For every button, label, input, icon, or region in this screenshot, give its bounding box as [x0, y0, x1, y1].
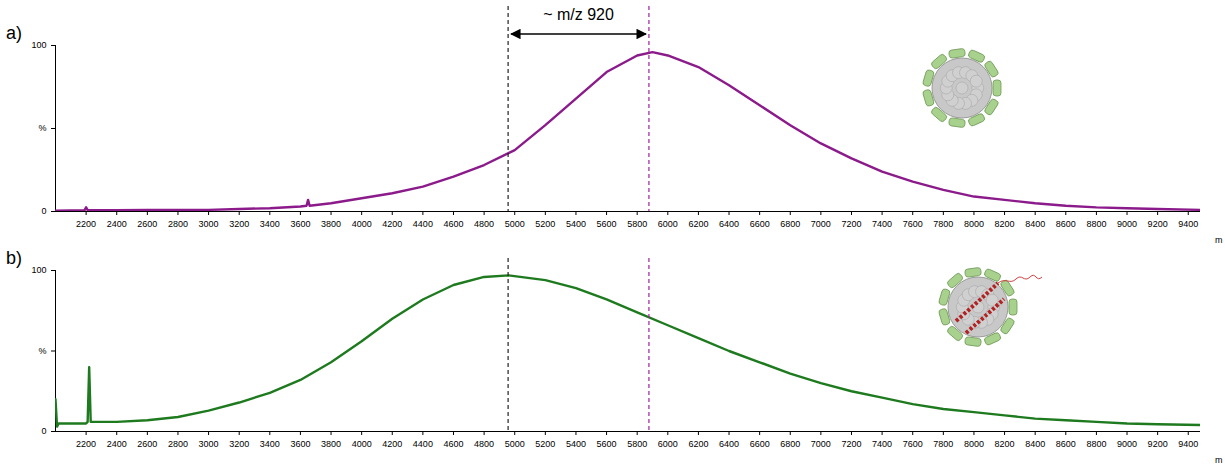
- svg-text:a): a): [6, 23, 22, 43]
- svg-text:m: m: [1215, 455, 1223, 465]
- svg-text:6800: 6800: [780, 219, 800, 229]
- svg-text:4800: 4800: [474, 439, 494, 449]
- svg-text:6600: 6600: [750, 219, 770, 229]
- svg-text:%: %: [38, 123, 46, 133]
- svg-text:7600: 7600: [903, 439, 923, 449]
- svg-text:2800: 2800: [168, 439, 188, 449]
- svg-text:5000: 5000: [505, 219, 525, 229]
- svg-text:4800: 4800: [474, 219, 494, 229]
- svg-text:5200: 5200: [535, 219, 555, 229]
- svg-text:7800: 7800: [933, 439, 953, 449]
- svg-text:4400: 4400: [413, 219, 433, 229]
- svg-text:8800: 8800: [1086, 439, 1106, 449]
- svg-text:3000: 3000: [199, 439, 219, 449]
- svg-text:7000: 7000: [811, 219, 831, 229]
- svg-text:100: 100: [31, 40, 46, 50]
- svg-text:3800: 3800: [321, 219, 341, 229]
- svg-text:9000: 9000: [1117, 219, 1137, 229]
- svg-text:3400: 3400: [260, 439, 280, 449]
- svg-text:8400: 8400: [1025, 219, 1045, 229]
- svg-text:3600: 3600: [290, 439, 310, 449]
- svg-text:2800: 2800: [168, 219, 188, 229]
- svg-text:2400: 2400: [107, 439, 127, 449]
- svg-text:4200: 4200: [382, 439, 402, 449]
- svg-text:2400: 2400: [107, 219, 127, 229]
- svg-text:~ m/z 920: ~ m/z 920: [543, 6, 614, 23]
- svg-text:7000: 7000: [811, 439, 831, 449]
- svg-text:6800: 6800: [780, 439, 800, 449]
- svg-text:9200: 9200: [1148, 439, 1168, 449]
- svg-text:6600: 6600: [750, 439, 770, 449]
- svg-text:7800: 7800: [933, 219, 953, 229]
- svg-text:7400: 7400: [872, 219, 892, 229]
- svg-text:8000: 8000: [964, 219, 984, 229]
- svg-text:4200: 4200: [382, 219, 402, 229]
- svg-text:2600: 2600: [137, 439, 157, 449]
- svg-text:5800: 5800: [627, 219, 647, 229]
- svg-text:6400: 6400: [719, 219, 739, 229]
- svg-text:0: 0: [41, 426, 46, 436]
- svg-text:6000: 6000: [658, 439, 678, 449]
- svg-text:8200: 8200: [995, 219, 1015, 229]
- svg-text:2200: 2200: [76, 439, 96, 449]
- svg-text:4600: 4600: [443, 439, 463, 449]
- svg-text:3400: 3400: [260, 219, 280, 229]
- svg-text:3200: 3200: [229, 219, 249, 229]
- svg-text:7400: 7400: [872, 439, 892, 449]
- svg-text:6200: 6200: [688, 439, 708, 449]
- svg-text:7200: 7200: [841, 439, 861, 449]
- svg-text:8200: 8200: [995, 439, 1015, 449]
- svg-text:8400: 8400: [1025, 439, 1045, 449]
- svg-text:8800: 8800: [1086, 219, 1106, 229]
- svg-text:6200: 6200: [688, 219, 708, 229]
- svg-text:9200: 9200: [1148, 219, 1168, 229]
- svg-text:5800: 5800: [627, 439, 647, 449]
- svg-text:3800: 3800: [321, 439, 341, 449]
- svg-text:8600: 8600: [1056, 439, 1076, 449]
- svg-text:3600: 3600: [290, 219, 310, 229]
- svg-text:2200: 2200: [76, 219, 96, 229]
- svg-text:7200: 7200: [841, 219, 861, 229]
- svg-text:6400: 6400: [719, 439, 739, 449]
- svg-text:2600: 2600: [137, 219, 157, 229]
- svg-text:6000: 6000: [658, 219, 678, 229]
- svg-text:5000: 5000: [505, 439, 525, 449]
- svg-text:4600: 4600: [443, 219, 463, 229]
- svg-text:0: 0: [41, 206, 46, 216]
- svg-text:9400: 9400: [1178, 439, 1198, 449]
- svg-text:5400: 5400: [566, 439, 586, 449]
- svg-text:3000: 3000: [199, 219, 219, 229]
- svg-text:8000: 8000: [964, 439, 984, 449]
- svg-text:9000: 9000: [1117, 439, 1137, 449]
- svg-text:9400: 9400: [1178, 219, 1198, 229]
- svg-text:b): b): [6, 248, 22, 268]
- svg-text:4000: 4000: [352, 439, 372, 449]
- svg-text:%: %: [38, 346, 46, 356]
- svg-text:5600: 5600: [597, 219, 617, 229]
- svg-text:100: 100: [31, 265, 46, 275]
- svg-text:4400: 4400: [413, 439, 433, 449]
- svg-text:4000: 4000: [352, 219, 372, 229]
- svg-text:3200: 3200: [229, 439, 249, 449]
- svg-text:5600: 5600: [597, 439, 617, 449]
- svg-text:5200: 5200: [535, 439, 555, 449]
- svg-text:5400: 5400: [566, 219, 586, 229]
- svg-text:7600: 7600: [903, 219, 923, 229]
- svg-text:m: m: [1215, 235, 1223, 245]
- svg-text:8600: 8600: [1056, 219, 1076, 229]
